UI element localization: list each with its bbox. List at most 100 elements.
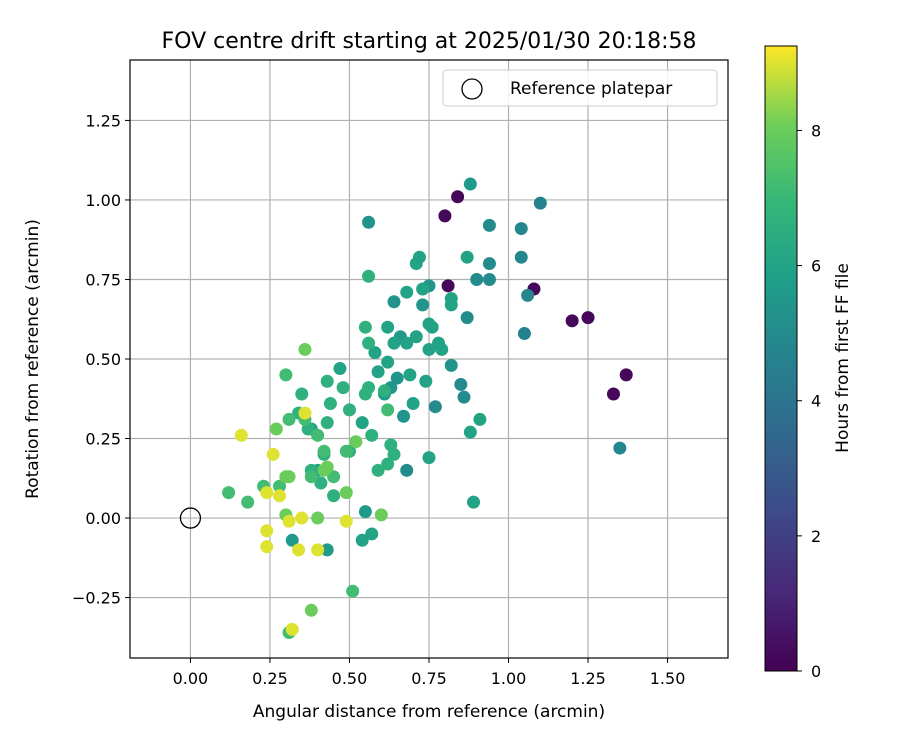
data-point (317, 444, 331, 458)
x-tick-label: 1.25 (570, 669, 606, 688)
data-point (295, 511, 309, 525)
data-point (285, 533, 299, 547)
data-point (282, 514, 296, 528)
data-point (314, 476, 328, 490)
y-tick-label: 0.00 (85, 509, 121, 528)
data-point (336, 381, 350, 395)
x-tick-label: 0.75 (411, 669, 447, 688)
data-point (463, 425, 477, 439)
data-point (387, 295, 401, 309)
data-point (428, 400, 442, 414)
data-point (470, 272, 484, 286)
data-point (311, 511, 325, 525)
data-point (400, 285, 414, 299)
reference-platepar-marker (179, 507, 202, 529)
data-point (371, 365, 385, 379)
data-point (416, 282, 430, 296)
data-point (390, 371, 404, 385)
data-point (514, 222, 528, 236)
data-point (365, 527, 379, 541)
data-point (327, 470, 341, 484)
colorbar-tick-label: 4 (811, 392, 821, 411)
data-point (358, 320, 372, 334)
grid-lines (130, 60, 728, 658)
data-point (482, 257, 496, 271)
data-point (451, 190, 465, 204)
data-point (406, 397, 420, 411)
data-point (266, 447, 280, 461)
data-point (320, 543, 334, 557)
legend-reference-symbol (461, 78, 483, 100)
data-point (320, 374, 334, 388)
data-point (533, 196, 547, 210)
data-point (362, 215, 376, 229)
data-point (273, 489, 286, 503)
y-tick-label: 1.00 (85, 191, 121, 210)
data-point (565, 314, 579, 328)
data-point (467, 495, 481, 509)
y-tick-label: 0.75 (85, 270, 121, 289)
colorbar-tick-label: 6 (811, 257, 821, 276)
data-point (514, 250, 528, 264)
data-point (397, 409, 411, 423)
data-point (358, 387, 372, 401)
data-point (619, 368, 633, 382)
legend: Reference platepar (442, 69, 718, 107)
x-tick-label: 0.25 (252, 669, 288, 688)
data-point (409, 257, 423, 271)
colorbar-tick-label: 8 (811, 121, 821, 140)
data-point (346, 584, 360, 598)
data-point (222, 486, 236, 500)
colorbar-gradient (764, 45, 798, 672)
data-point (311, 543, 325, 557)
x-axis-label: Angular distance from reference (arcmin) (253, 702, 605, 722)
data-point (260, 524, 274, 538)
data-point (339, 486, 353, 500)
data-point (581, 311, 595, 325)
data-points (222, 177, 633, 640)
data-point (441, 279, 455, 293)
data-point (444, 298, 458, 312)
colorbar-label: Hours from first FF file (833, 263, 853, 453)
data-point (419, 374, 433, 388)
data-point (269, 422, 283, 436)
data-point (416, 298, 430, 312)
x-axis-ticks: 0.00 0.25 0.50 0.75 1.00 1.25 1.50 (173, 658, 685, 688)
data-point (473, 412, 487, 426)
data-point (320, 416, 334, 430)
data-point (409, 330, 423, 344)
data-point (517, 327, 531, 341)
data-point (403, 368, 417, 382)
y-tick-label: 0.25 (85, 430, 121, 449)
data-point (374, 508, 388, 522)
data-point (358, 505, 372, 519)
data-point (377, 384, 391, 398)
data-point (435, 342, 449, 356)
data-point (381, 457, 395, 471)
x-tick-label: 0.00 (173, 669, 209, 688)
y-tick-label: 1.25 (85, 111, 121, 130)
colorbar-tick-label: 0 (811, 662, 821, 681)
data-point (317, 463, 331, 477)
y-tick-label: 0.50 (85, 350, 121, 369)
data-point (400, 336, 414, 350)
data-point (349, 435, 363, 449)
data-point (387, 336, 401, 350)
data-point (282, 412, 296, 426)
data-point (333, 362, 347, 376)
data-point (285, 622, 299, 636)
data-point (422, 342, 436, 356)
data-point (422, 451, 436, 465)
y-axis-label: Rotation from reference (arcmin) (23, 219, 43, 499)
data-point (425, 320, 439, 334)
data-point (273, 479, 286, 493)
data-point (362, 336, 376, 350)
data-point (381, 320, 395, 334)
data-point (342, 403, 356, 417)
data-point (460, 311, 474, 325)
data-point (400, 463, 414, 477)
data-point (304, 470, 318, 484)
data-point (279, 470, 293, 484)
data-point (381, 355, 395, 369)
